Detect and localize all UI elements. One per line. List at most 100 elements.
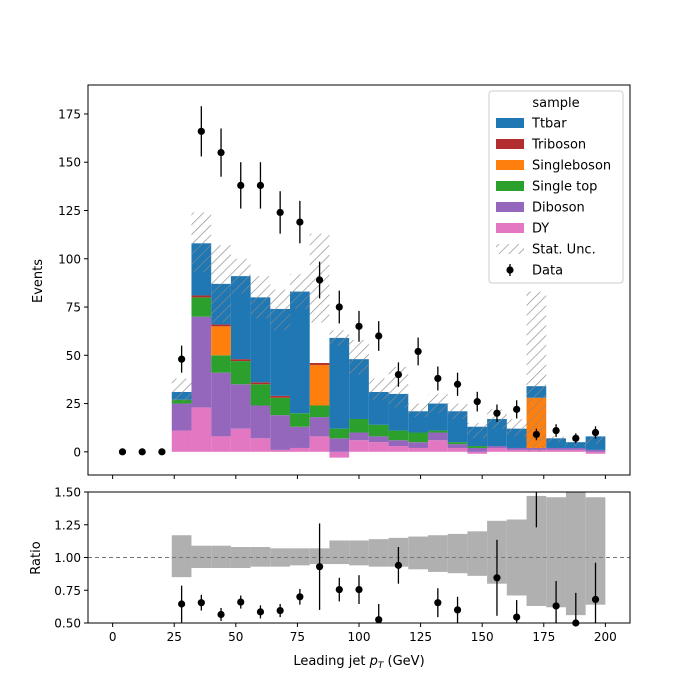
bar-single-top [230,361,251,385]
x-tick-label: 25 [167,630,182,644]
bar-ttbar [290,291,310,414]
x-axis-label: Leading jet pT (GeV) [293,654,424,671]
legend-swatch-singleboson [496,160,524,170]
x-tick-label: 125 [409,630,432,644]
legend-swatch-ttbar [496,118,524,128]
bar-single-top [309,405,330,418]
stat-unc-band [447,403,468,420]
ratio-point [513,613,521,621]
bar-single-top [290,413,310,427]
ratio-point [296,593,304,601]
ratio-point [355,585,363,594]
ratio-unc-bin [467,531,488,576]
bar-dy [447,447,468,452]
ratio-point [256,608,265,616]
ratio-unc-bin [585,497,606,605]
bar-ttbar [230,276,251,360]
bar-diboson [230,384,251,429]
data-point [296,218,304,226]
bar-dy [585,451,606,454]
ratio-point [375,616,383,624]
ratio-y-tick-label: 1.00 [54,551,81,565]
data-point [434,374,442,383]
bar-diboson [585,449,606,452]
bar-diboson [408,442,428,448]
main-x-ticks [112,475,606,479]
ratio-points [178,492,600,627]
ratio-unc-bin [546,497,566,608]
bar-dy [368,442,389,452]
ratio-point [394,561,403,569]
ratio-point [276,606,284,615]
bar-dy [565,449,586,452]
legend-label-single-top: Single top [532,180,597,195]
y-tick-label: 50 [66,349,81,363]
legend-swatch-dy [496,223,524,233]
stat-unc-band [211,245,231,323]
bar-triboson [230,359,251,362]
legend-label-data: Data [532,264,563,279]
x-tick-label: 150 [471,630,494,644]
legend-label-diboson: Diboson [532,201,585,216]
stat-unc-band [467,422,488,439]
y-tick-label: 125 [58,204,81,218]
data-point [138,448,146,456]
main-y-axis-label: Events [31,259,46,303]
stat-unc-band [565,442,586,447]
bar-ttbar [270,308,291,396]
bar-ttbar [546,438,566,448]
stat-unc-band [191,212,212,273]
stat-unc-band [329,330,350,346]
ratio-unc-bin [368,539,389,567]
ratio-point [453,606,462,614]
ratio-point [493,574,501,582]
stat-unc-band [546,436,566,443]
data-point [473,398,481,406]
bar-diboson [250,405,271,439]
bar-diboson [368,436,389,443]
bar-dy [427,440,448,452]
bar-triboson [309,363,330,365]
stat-unc-band [506,419,527,437]
legend-title: sample [532,96,579,111]
legend: sample Ttbar Triboson Singleboson Single top… [488,90,624,284]
ratio-y-tick-label: 0.75 [54,584,81,598]
ratio-point [335,585,343,594]
data-point [355,322,363,330]
bar-triboson [211,324,231,327]
data-point [197,127,205,135]
bar-dy [171,430,192,452]
ratio-point [217,610,225,619]
x-axis-label-text: Leading jet [293,654,369,669]
legend-label-stat-unc: Stat. Unc. [532,243,596,258]
data-point [237,181,245,189]
bar-singleboson [211,326,231,356]
bar-dy [546,449,566,452]
bar-ttbar [250,297,271,383]
data-point [572,434,580,442]
bar-single-top [329,428,350,439]
ratio-panel: 0.50 0.75 1.00 1.25 1.50 0 25 50 75 100 125 150 175… [29,486,631,671]
legend-label-dy: DY [532,222,549,237]
bar-single-top [270,397,291,416]
y-tick-label: 75 [66,301,81,315]
bar-diboson [349,432,369,441]
ratio-unc-bin [290,548,310,566]
y-tick-label: 150 [58,156,81,170]
ratio-unc-bin [408,536,428,570]
ratio-unc-bin [191,545,212,568]
stat-unc-band [408,403,428,418]
stat-unc-band [171,378,192,402]
ratio-unc-bin [250,547,271,567]
legend-swatch-single-top [496,181,524,191]
x-tick-label: 175 [532,630,555,644]
bar-diboson [546,447,566,450]
data-point [552,426,560,435]
legend-swatch-triboson [496,139,524,149]
bar-dy [250,438,271,452]
legend-swatch-data [506,266,514,274]
bar-triboson [250,382,271,385]
bar-single-top [447,442,468,445]
legend-label-triboson: Triboson [531,138,586,153]
